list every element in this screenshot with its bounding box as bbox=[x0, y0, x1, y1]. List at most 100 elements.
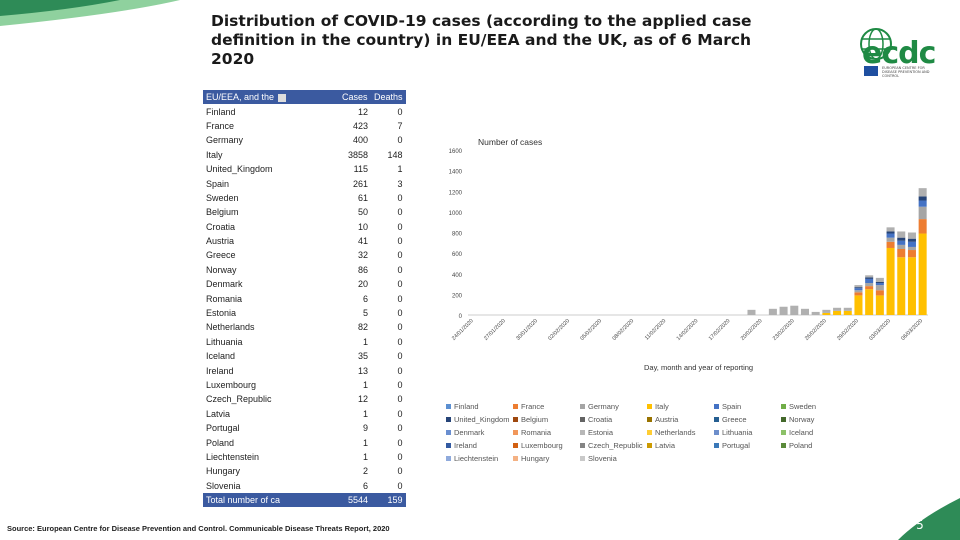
legend-swatch bbox=[714, 443, 719, 448]
legend-swatch bbox=[580, 443, 585, 448]
table-row: Luxembourg 1 0 bbox=[203, 378, 406, 392]
cases-cell: 12 bbox=[357, 106, 368, 117]
country-cell: Sweden bbox=[206, 192, 239, 203]
x-tick-label: 27/01/2020 bbox=[483, 318, 507, 342]
legend-label: Denmark bbox=[454, 428, 485, 437]
deaths-cell: 0 bbox=[397, 106, 403, 117]
ecdc-logo: ecdc EUROPEAN CENTRE FOR DISEASE PREVENT… bbox=[852, 22, 940, 88]
x-tick-label: 29/02/2020 bbox=[836, 318, 860, 342]
legend-swatch bbox=[647, 404, 652, 409]
bar-segment bbox=[918, 200, 927, 207]
country-cell: Belgium bbox=[206, 207, 239, 218]
legend-swatch bbox=[513, 456, 518, 461]
country-cell: Austria bbox=[206, 236, 235, 247]
bottom-right-decoration bbox=[898, 498, 960, 540]
legend-label: Lithuania bbox=[722, 428, 753, 437]
deaths-cell: 0 bbox=[397, 480, 403, 491]
table-row: Czech_Republic 12 0 bbox=[203, 392, 406, 406]
cases-cell: 61 bbox=[357, 192, 368, 203]
legend-swatch bbox=[446, 443, 451, 448]
bar-segment bbox=[886, 247, 895, 315]
legend-item: Poland bbox=[781, 441, 848, 450]
legend-swatch bbox=[714, 430, 719, 435]
bar-segment bbox=[875, 282, 884, 284]
filter-dropdown-icon[interactable] bbox=[278, 93, 287, 102]
cases-cell: 115 bbox=[353, 164, 368, 175]
bar-segment bbox=[833, 307, 842, 311]
legend-label: Ireland bbox=[454, 441, 477, 450]
bar-segment bbox=[918, 196, 927, 201]
legend-label: Belgium bbox=[521, 415, 549, 424]
header-country[interactable]: EU/EEA, and the bbox=[203, 90, 339, 105]
slide-title: Distribution of COVID-19 cases (accordin… bbox=[211, 12, 752, 68]
table-row: Ireland 13 0 bbox=[203, 363, 406, 377]
bar-segment bbox=[907, 238, 916, 242]
bar-segment bbox=[875, 285, 884, 291]
cases-cell: 10 bbox=[357, 221, 368, 232]
table-row: Lithuania 1 0 bbox=[203, 335, 406, 349]
bar-segment bbox=[875, 295, 884, 315]
country-cell: Estonia bbox=[206, 308, 237, 319]
legend-item: Croatia bbox=[580, 415, 647, 424]
eu-flag-icon bbox=[864, 66, 878, 76]
table-row: Germany 400 0 bbox=[203, 133, 406, 147]
legend-swatch bbox=[446, 430, 451, 435]
bar-segment bbox=[843, 310, 852, 315]
country-cell: France bbox=[206, 120, 235, 131]
cases-cell: 82 bbox=[357, 322, 368, 333]
deaths-cell: 148 bbox=[387, 149, 403, 160]
country-cell: Liechtenstein bbox=[206, 451, 260, 462]
bar-segment bbox=[865, 283, 874, 287]
legend-swatch bbox=[781, 404, 786, 409]
country-cell: United_Kingdom bbox=[206, 164, 273, 175]
legend-swatch bbox=[714, 417, 719, 422]
legend-label: Hungary bbox=[521, 454, 550, 463]
legend-item: United_Kingdom bbox=[446, 415, 513, 424]
table-row: Slovenia 6 0 bbox=[203, 479, 406, 493]
legend-swatch bbox=[513, 443, 518, 448]
legend-label: Sweden bbox=[789, 402, 817, 411]
cases-cell: 32 bbox=[357, 250, 368, 261]
cases-cell: 261 bbox=[352, 178, 368, 189]
bar-segment bbox=[897, 237, 906, 241]
cases-cell: 20 bbox=[357, 279, 368, 290]
legend-swatch bbox=[513, 417, 518, 422]
corner-wave bbox=[898, 498, 960, 540]
table-row: France 423 7 bbox=[203, 119, 406, 133]
legend-item: Belgium bbox=[513, 415, 580, 424]
legend-swatch bbox=[647, 417, 652, 422]
bar-segment bbox=[854, 288, 863, 291]
table-row: Estonia 5 0 bbox=[203, 306, 406, 320]
cases-cell: 41 bbox=[357, 236, 368, 247]
country-cell: Norway bbox=[206, 264, 237, 275]
legend-item: Hungary bbox=[513, 454, 580, 463]
table-row: Romania 6 0 bbox=[203, 291, 406, 305]
bar-segment bbox=[854, 295, 863, 315]
legend-label: Poland bbox=[789, 441, 813, 450]
bar-segment bbox=[865, 286, 874, 290]
deaths-cell: 0 bbox=[397, 336, 403, 347]
bar-segment bbox=[800, 308, 809, 315]
legend-label: Romania bbox=[521, 428, 552, 437]
table-row: Belgium 50 0 bbox=[203, 205, 406, 219]
table-row: Italy 3858 148 bbox=[203, 148, 406, 162]
legend-item: Lithuania bbox=[714, 428, 781, 437]
y-tick-label: 1400 bbox=[449, 170, 463, 176]
cases-cell: 35 bbox=[357, 351, 368, 362]
x-axis-label: Day, month and year of reporting bbox=[644, 363, 753, 372]
country-cell: Denmark bbox=[206, 279, 243, 290]
logo-tagline: EUROPEAN CENTRE FOR DISEASE PREVENTION A… bbox=[882, 66, 930, 78]
x-tick-label: 24/01/2020 bbox=[451, 318, 475, 342]
header-country-label: EU/EEA, and the bbox=[206, 92, 275, 103]
legend-swatch bbox=[513, 404, 518, 409]
legend-item: Denmark bbox=[446, 428, 513, 437]
legend-label: United_Kingdom bbox=[454, 415, 510, 424]
deaths-cell: 0 bbox=[397, 466, 403, 477]
bar-segment bbox=[886, 231, 895, 234]
legend-label: Austria bbox=[655, 415, 679, 424]
country-cell: Croatia bbox=[206, 221, 236, 232]
bar-segment bbox=[865, 278, 874, 284]
legend-label: Portugal bbox=[722, 441, 750, 450]
deaths-cell: 0 bbox=[397, 293, 403, 304]
bar-segment bbox=[886, 241, 895, 248]
